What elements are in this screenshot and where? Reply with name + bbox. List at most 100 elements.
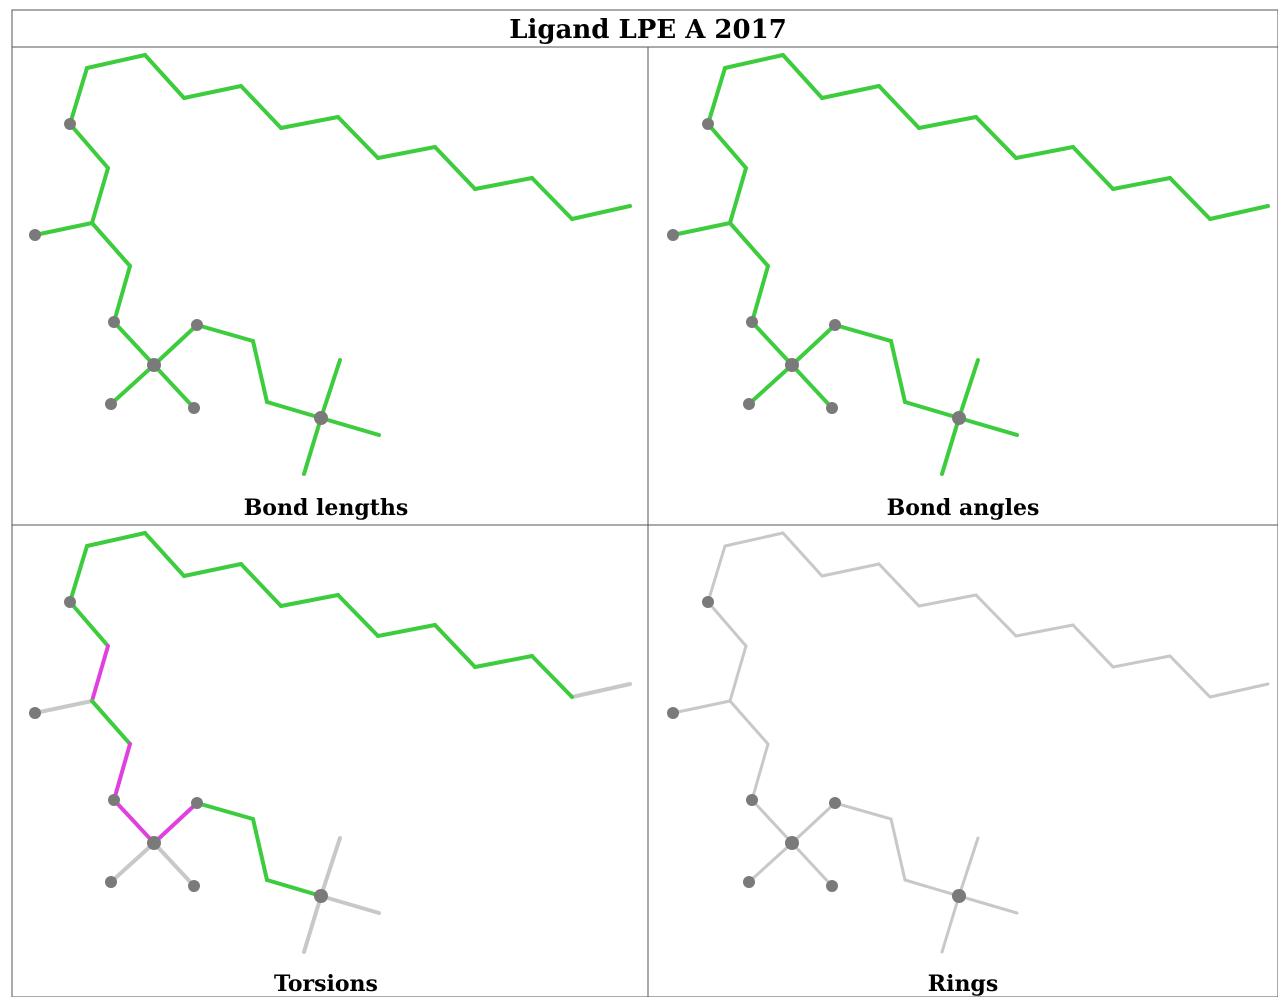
atom [29,707,41,719]
bond [376,145,437,160]
bond [152,363,196,410]
title: Ligand LPE A 2017 [509,15,787,45]
bond [747,841,794,884]
bond [570,682,632,699]
bond [68,600,110,648]
bond [239,84,283,130]
bond [790,801,837,845]
bond [790,323,837,367]
bond [265,400,323,420]
bond [319,894,381,915]
bond [917,593,978,608]
bond [1071,623,1115,669]
atom [952,411,966,425]
bond [820,84,881,100]
bond [706,600,748,648]
bond [112,742,132,802]
bond [781,531,824,578]
atom [108,794,120,806]
caption: Bond lengths [244,495,409,521]
bond [706,66,727,126]
atom [108,316,120,328]
bond [1111,176,1172,191]
bond [68,66,89,126]
bond [152,801,199,845]
bond [251,339,269,404]
atom [702,596,714,608]
bond [1071,145,1115,191]
bond [1014,623,1075,638]
bond [473,654,534,669]
atom [743,398,755,410]
bond [195,801,255,821]
atom [314,411,328,425]
bond [750,742,770,802]
bond [112,320,156,367]
atom [191,319,203,331]
bond [68,122,110,170]
bond [433,623,477,669]
bond [182,84,243,100]
bond [781,53,824,100]
bond [1168,176,1212,221]
bond [940,894,961,954]
atom [952,889,966,903]
bond [90,699,132,746]
atom [191,797,203,809]
atom [188,880,200,892]
atom [829,797,841,809]
bond [33,699,94,715]
bond [433,145,477,191]
bond [376,623,437,638]
atom [746,316,758,328]
bond [195,323,255,343]
bond [143,53,186,100]
bond [319,836,342,898]
bond [33,221,94,237]
bond [957,894,1019,915]
bond [68,544,89,604]
bond [706,544,727,604]
atom [746,794,758,806]
bond [723,531,785,548]
bond [336,593,380,638]
bond [728,644,748,703]
bond [279,593,340,608]
bond [877,562,921,608]
bond [750,264,770,324]
bond [112,798,156,845]
bond [833,801,893,821]
atom [64,118,76,130]
bond [251,817,269,882]
atom [105,876,117,888]
atom [64,596,76,608]
bond [1208,682,1270,699]
bond [917,115,978,130]
bond [820,562,881,578]
bond [473,176,534,191]
bond [279,115,340,130]
bond [706,122,748,170]
atom [314,889,328,903]
atom [147,358,161,372]
bond [889,817,907,882]
bond [90,644,110,703]
bond [833,323,893,343]
bond [319,416,381,437]
atom [785,358,799,372]
bond [109,841,156,884]
bond [790,363,834,410]
bond [889,339,907,404]
bond [671,221,732,237]
bond [530,654,574,699]
caption: Rings [928,971,998,997]
bond [182,562,243,578]
bond [302,894,323,954]
bond [152,841,196,888]
bond [109,363,156,406]
bond [1168,654,1212,699]
bond [747,363,794,406]
atom [667,707,679,719]
bond [957,836,980,898]
